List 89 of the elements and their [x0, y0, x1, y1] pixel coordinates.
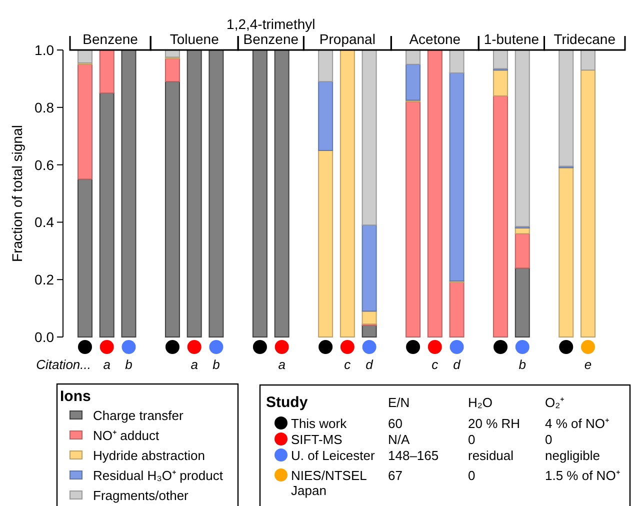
category-label: U. of Leicester	[291, 448, 376, 463]
text: 0	[545, 432, 552, 447]
text: 20 % RH	[468, 416, 520, 431]
text: N/A	[388, 432, 410, 447]
bar	[493, 70, 508, 96]
category-label: SIFT-MS	[291, 432, 343, 447]
text: 148–165	[388, 448, 439, 463]
legend-title: Ions	[60, 388, 91, 405]
bar	[99, 50, 114, 94]
bar	[514, 268, 530, 338]
bar	[493, 95, 508, 338]
text: Tridecane	[554, 31, 616, 47]
text: negligible	[545, 448, 600, 463]
category-label: NIES/NTSEL Japan	[291, 468, 367, 498]
bar	[514, 50, 530, 228]
legend-label: NO⁺ adduct	[93, 428, 160, 443]
legend-label: Hydride abstraction	[93, 448, 205, 463]
legend-label: Charge transfer	[93, 408, 184, 423]
y-tick-label: 0.0	[34, 329, 54, 345]
text: 60	[388, 416, 402, 431]
x-tick-label: a	[103, 357, 110, 372]
text: 0	[468, 468, 476, 483]
bar	[318, 50, 334, 82]
bar	[362, 224, 377, 312]
bar	[449, 282, 464, 338]
text: 1.5 % of NO⁺	[545, 468, 620, 483]
bar	[164, 58, 180, 82]
x-tick-label: c	[344, 357, 352, 372]
bar	[514, 233, 530, 269]
text: 67	[388, 468, 402, 483]
text: 1-butene	[484, 31, 540, 47]
bar	[580, 50, 596, 71]
y-axis-title: Fraction of total signal	[9, 125, 25, 262]
bar	[186, 50, 202, 338]
bar	[340, 50, 355, 338]
x-tick-label: b	[518, 357, 526, 372]
y-tick-label: 0.8	[34, 99, 54, 116]
text: O₂⁺	[545, 395, 564, 410]
text: Toluene	[170, 31, 220, 47]
text: residual	[468, 448, 514, 463]
bar	[78, 64, 92, 180]
category-label: This work	[291, 416, 348, 431]
bar	[449, 50, 464, 74]
text: 4 % of NO⁺	[545, 416, 609, 431]
y-tick-label: 0.4	[34, 214, 54, 230]
x-tick-label: a	[278, 357, 286, 372]
bar	[99, 92, 114, 338]
bar	[318, 150, 334, 338]
y-tick-label: 1.0	[34, 42, 54, 58]
bar	[274, 50, 290, 338]
bar	[78, 50, 92, 64]
x-tick-label: Citation...	[36, 357, 91, 372]
bar	[362, 325, 377, 338]
bar	[406, 101, 421, 338]
bar	[493, 50, 508, 70]
x-tick-label: d	[453, 357, 462, 372]
bar	[558, 50, 574, 167]
text: Benzene	[82, 31, 138, 47]
bar	[121, 50, 136, 338]
text: Propanal	[319, 31, 376, 47]
bar	[427, 50, 442, 338]
text: Study	[266, 394, 308, 411]
bar	[580, 70, 596, 338]
bar	[406, 50, 421, 65]
y-tick-label: 0.2	[34, 272, 54, 288]
bar	[252, 50, 268, 338]
bar	[406, 64, 421, 101]
text: E/N	[388, 395, 410, 410]
y-tick-label: 0.6	[34, 156, 54, 173]
bar	[362, 50, 377, 226]
legend-label: Fragments/other	[93, 488, 190, 503]
bar	[318, 81, 334, 151]
x-tick-label: b	[125, 357, 132, 372]
x-tick-label: b	[212, 357, 220, 372]
legend-label: Residual H₃O⁺ product	[93, 468, 224, 483]
x-tick-label: d	[366, 357, 374, 372]
text: 1,2,4-trimethyl Benzene	[226, 16, 316, 47]
text: Acetone	[409, 31, 461, 47]
x-tick-label: a	[190, 357, 198, 372]
bar	[558, 167, 574, 338]
text: 0	[468, 432, 476, 447]
bar	[78, 178, 92, 338]
x-tick-label: e	[584, 357, 592, 372]
x-tick-label: c	[432, 357, 439, 372]
bar	[164, 81, 180, 338]
text: H₂O	[468, 395, 493, 410]
bar	[449, 72, 464, 282]
bar	[208, 50, 224, 338]
bar	[362, 310, 377, 325]
